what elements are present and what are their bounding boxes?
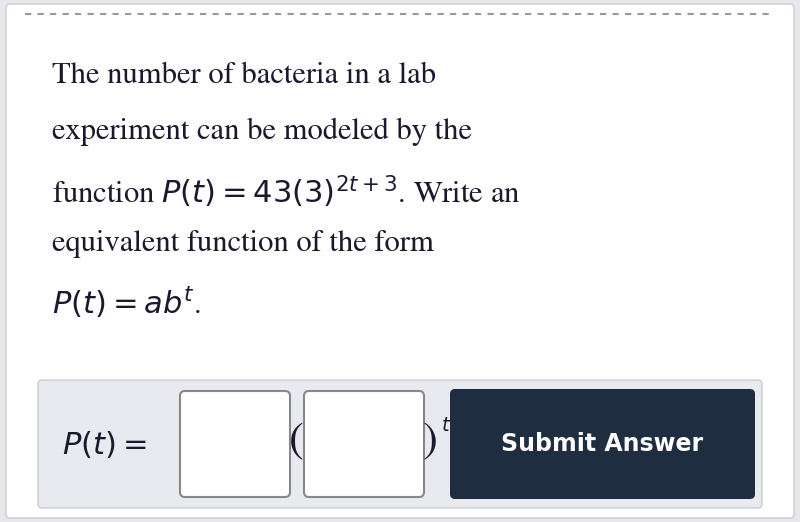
FancyBboxPatch shape [6, 4, 794, 518]
FancyBboxPatch shape [304, 391, 424, 497]
Text: experiment can be modeled by the: experiment can be modeled by the [52, 118, 472, 146]
Text: Submit Answer: Submit Answer [502, 432, 703, 456]
Text: $P(t) = ab^t$.: $P(t) = ab^t$. [52, 286, 201, 322]
FancyBboxPatch shape [450, 389, 755, 499]
Text: $t$: $t$ [441, 417, 451, 435]
Text: (: ( [289, 423, 304, 461]
Text: function $P(t) = 43(3)^{2t+3}$. Write an: function $P(t) = 43(3)^{2t+3}$. Write an [52, 174, 521, 210]
FancyBboxPatch shape [180, 391, 290, 497]
Text: equivalent function of the form: equivalent function of the form [52, 230, 434, 258]
Text: ): ) [423, 423, 438, 461]
Text: $P(t) =$: $P(t) =$ [62, 429, 146, 459]
Text: The number of bacteria in a lab: The number of bacteria in a lab [52, 62, 436, 90]
FancyBboxPatch shape [38, 380, 762, 508]
